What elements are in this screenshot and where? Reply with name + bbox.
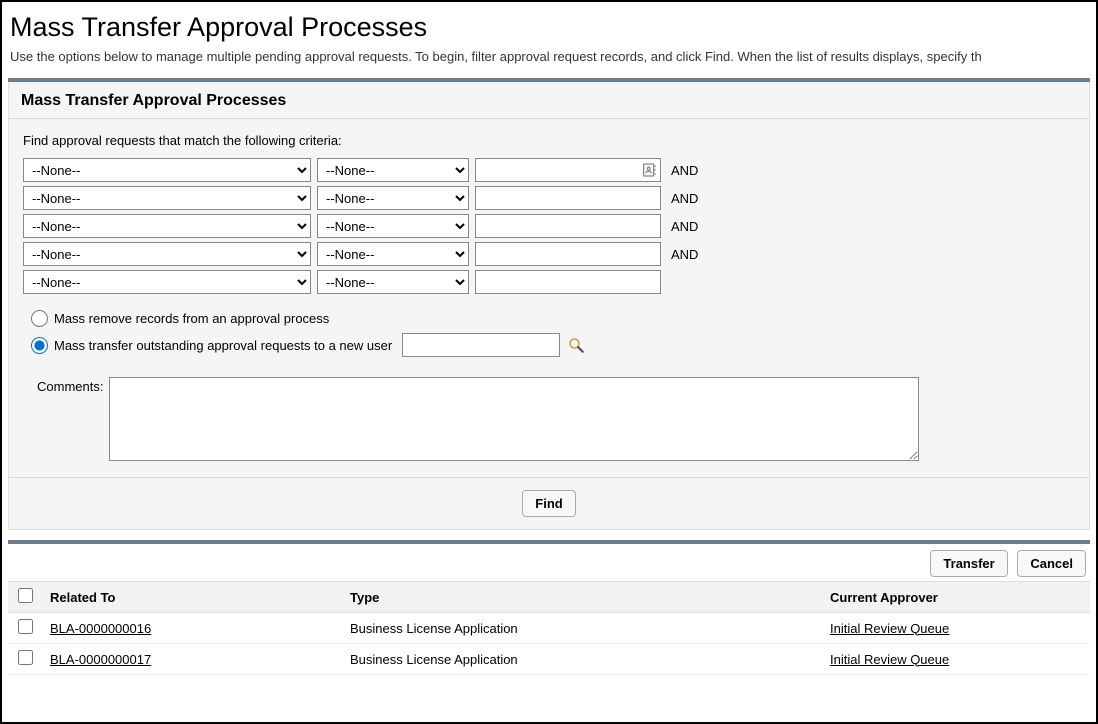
- results-action-row: Transfer Cancel: [8, 544, 1090, 581]
- filter-rows: --None-- --None-- AND --None-- --None-- …: [9, 158, 1089, 294]
- row-checkbox-2[interactable]: [18, 650, 33, 665]
- filter-operator-select-1[interactable]: --None--: [317, 158, 469, 182]
- filter-field-select-3[interactable]: --None--: [23, 214, 311, 238]
- comments-row: Comments:: [9, 363, 1089, 477]
- filter-row-2: --None-- --None-- AND: [23, 186, 1089, 210]
- filter-value-input-2[interactable]: [475, 186, 661, 210]
- section-header: Mass Transfer Approval Processes: [9, 82, 1089, 119]
- select-all-checkbox[interactable]: [18, 588, 33, 603]
- radio-remove-label: Mass remove records from an approval pro…: [54, 311, 329, 326]
- criteria-label: Find approval requests that match the fo…: [9, 119, 1089, 158]
- col-header-related-to[interactable]: Related To: [42, 582, 342, 613]
- filter-field-select-2[interactable]: --None--: [23, 186, 311, 210]
- filter-field-select-4[interactable]: --None--: [23, 242, 311, 266]
- filter-operator-select-5[interactable]: --None--: [317, 270, 469, 294]
- action-radio-group: Mass remove records from an approval pro…: [9, 298, 1089, 357]
- find-button-row: Find: [9, 477, 1089, 529]
- col-header-current-approver[interactable]: Current Approver: [822, 582, 1090, 613]
- table-row: BLA-0000000016 Business License Applicat…: [8, 613, 1090, 644]
- results-table: Related To Type Current Approver BLA-000…: [8, 581, 1090, 675]
- filter-value-input-1[interactable]: [475, 158, 661, 182]
- results-panel: Transfer Cancel Related To Type Current …: [8, 544, 1090, 675]
- filter-value-input-4[interactable]: [475, 242, 661, 266]
- col-header-type[interactable]: Type: [342, 582, 822, 613]
- row-checkbox-1[interactable]: [18, 619, 33, 634]
- filter-field-select-5[interactable]: --None--: [23, 270, 311, 294]
- find-button[interactable]: Find: [522, 490, 575, 517]
- filter-row-4: --None-- --None-- AND: [23, 242, 1089, 266]
- related-to-link-1[interactable]: BLA-0000000016: [50, 621, 151, 636]
- and-label-2: AND: [671, 191, 698, 206]
- transfer-button[interactable]: Transfer: [930, 550, 1007, 577]
- page-title: Mass Transfer Approval Processes: [2, 2, 1096, 49]
- current-approver-link-2[interactable]: Initial Review Queue: [830, 652, 949, 667]
- select-all-header: [8, 582, 42, 613]
- filter-operator-select-2[interactable]: --None--: [317, 186, 469, 210]
- radio-row-remove: Mass remove records from an approval pro…: [31, 310, 1089, 327]
- filter-row-3: --None-- --None-- AND: [23, 214, 1089, 238]
- current-approver-link-1[interactable]: Initial Review Queue: [830, 621, 949, 636]
- and-label-4: AND: [671, 247, 698, 262]
- and-label-1: AND: [671, 163, 698, 178]
- filter-operator-select-3[interactable]: --None--: [317, 214, 469, 238]
- magnifier-icon: [567, 336, 585, 354]
- criteria-panel: Mass Transfer Approval Processes Find ap…: [8, 82, 1090, 530]
- and-label-3: AND: [671, 219, 698, 234]
- radio-row-transfer: Mass transfer outstanding approval reque…: [31, 333, 1089, 357]
- page-description: Use the options below to manage multiple…: [2, 49, 1096, 78]
- radio-transfer-label: Mass transfer outstanding approval reque…: [54, 338, 392, 353]
- cancel-button[interactable]: Cancel: [1017, 550, 1086, 577]
- comments-label: Comments:: [37, 377, 103, 394]
- new-user-input[interactable]: [402, 333, 560, 357]
- radio-mass-remove[interactable]: [31, 310, 48, 327]
- lookup-user-button[interactable]: [566, 335, 586, 355]
- radio-mass-transfer[interactable]: [31, 337, 48, 354]
- filter-value-input-3[interactable]: [475, 214, 661, 238]
- address-book-icon[interactable]: [641, 162, 657, 178]
- filter-row-1: --None-- --None-- AND: [23, 158, 1089, 182]
- comments-textarea[interactable]: [109, 377, 919, 461]
- type-cell-2: Business License Application: [342, 644, 822, 675]
- results-header-row: Related To Type Current Approver: [8, 582, 1090, 613]
- filter-field-select-1[interactable]: --None--: [23, 158, 311, 182]
- filter-operator-select-4[interactable]: --None--: [317, 242, 469, 266]
- filter-value-input-5[interactable]: [475, 270, 661, 294]
- table-row: BLA-0000000017 Business License Applicat…: [8, 644, 1090, 675]
- filter-row-5: --None-- --None--: [23, 270, 1089, 294]
- related-to-link-2[interactable]: BLA-0000000017: [50, 652, 151, 667]
- type-cell-1: Business License Application: [342, 613, 822, 644]
